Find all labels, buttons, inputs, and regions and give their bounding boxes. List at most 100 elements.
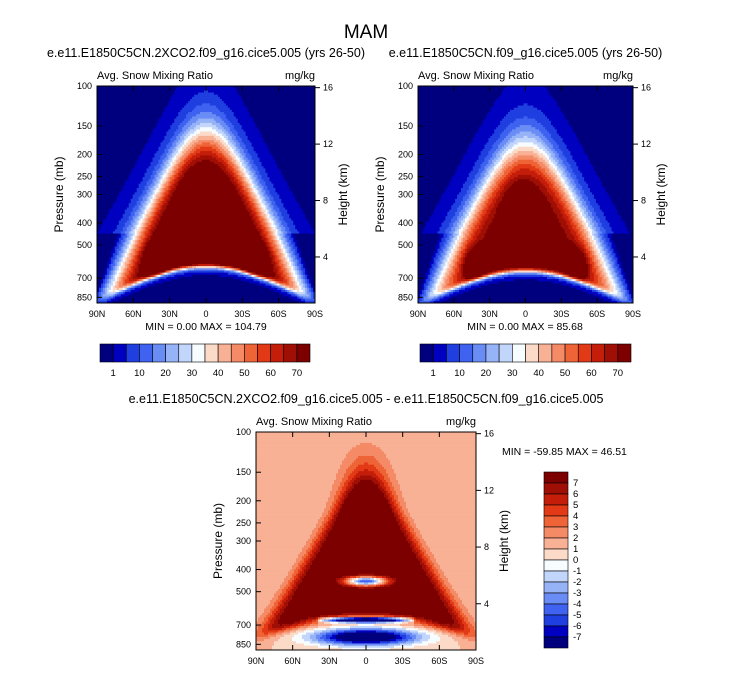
heatmap-cell bbox=[287, 142, 290, 146]
heatmap-cell bbox=[301, 118, 304, 122]
heatmap-cell bbox=[144, 151, 148, 154]
heatmap-cell bbox=[144, 92, 148, 96]
heatmap-cell bbox=[104, 125, 108, 128]
heatmap-cell bbox=[213, 114, 217, 117]
heatmap-cell bbox=[269, 92, 272, 96]
heatmap-cell bbox=[122, 151, 126, 154]
heatmap-cell bbox=[116, 86, 120, 89]
heatmap-cell bbox=[271, 88, 274, 91]
heatmap-cell bbox=[221, 101, 225, 104]
heatmap-cell bbox=[233, 107, 237, 111]
heatmap-cell bbox=[192, 103, 195, 107]
heatmap-cell bbox=[150, 125, 154, 128]
heatmap-cell bbox=[198, 148, 201, 152]
heatmap-cell bbox=[231, 159, 235, 163]
heatmap-cell bbox=[192, 157, 195, 161]
heatmap-cell bbox=[253, 168, 257, 172]
heatmap-cell bbox=[200, 125, 203, 128]
heatmap-cell bbox=[110, 135, 114, 139]
heatmap-cell bbox=[229, 144, 233, 148]
heatmap-cell bbox=[251, 120, 255, 124]
heatmap-cell bbox=[245, 157, 249, 161]
heatmap-cell bbox=[223, 127, 227, 130]
heatmap-cell bbox=[279, 142, 282, 146]
heatmap-cell bbox=[136, 177, 140, 180]
heatmap-cell bbox=[108, 116, 112, 120]
heatmap-cell bbox=[196, 142, 199, 146]
heatmap-cell bbox=[150, 148, 154, 152]
heatmap-cell bbox=[249, 148, 253, 152]
heatmap-cell bbox=[217, 101, 221, 104]
heatmap-cell bbox=[257, 140, 261, 144]
heatmap-cell bbox=[98, 107, 102, 111]
heatmap-cell bbox=[156, 120, 160, 124]
heatmap-cell bbox=[148, 94, 152, 98]
heatmap-cell bbox=[194, 125, 197, 128]
heatmap-cell bbox=[108, 166, 112, 170]
heatmap-cell bbox=[247, 172, 251, 176]
heatmap-cell bbox=[206, 86, 209, 89]
heatmap-cell bbox=[279, 146, 282, 150]
heatmap-cell bbox=[122, 183, 126, 187]
heatmap-cell bbox=[134, 179, 138, 183]
heatmap-cell bbox=[267, 101, 271, 104]
heatmap-cell bbox=[301, 161, 304, 165]
heatmap-cell bbox=[211, 90, 215, 94]
heatmap-cell bbox=[124, 161, 128, 165]
heatmap-cell bbox=[112, 146, 116, 150]
heatmap-cell bbox=[172, 112, 175, 115]
heatmap-cell bbox=[190, 155, 193, 159]
heatmap-cell bbox=[204, 138, 207, 141]
heatmap-cell bbox=[215, 142, 219, 146]
heatmap-cell bbox=[106, 148, 110, 152]
heatmap-cell bbox=[233, 166, 237, 170]
heatmap-cell bbox=[207, 120, 211, 124]
heatmap-cell bbox=[259, 174, 263, 178]
heatmap-cell bbox=[273, 174, 276, 178]
heatmap-cell bbox=[207, 146, 211, 150]
heatmap-cell bbox=[215, 135, 219, 139]
heatmap-cell bbox=[132, 88, 136, 91]
heatmap-cell bbox=[227, 131, 231, 135]
heatmap-cell bbox=[124, 94, 128, 98]
heatmap-cell bbox=[112, 103, 116, 107]
heatmap-cell bbox=[190, 138, 193, 141]
heatmap-cell bbox=[255, 88, 259, 91]
heatmap-cell bbox=[251, 129, 255, 133]
heatmap-cell bbox=[126, 148, 130, 152]
heatmap-cell bbox=[211, 118, 215, 122]
heatmap-cell bbox=[150, 131, 154, 135]
heatmap-cell bbox=[277, 131, 280, 135]
heatmap-cell bbox=[202, 148, 205, 152]
heatmap-cell bbox=[190, 166, 193, 170]
heatmap-cell bbox=[239, 144, 243, 148]
heatmap-cell bbox=[102, 122, 106, 126]
heatmap-cell bbox=[120, 138, 124, 141]
heatmap-cell bbox=[97, 179, 100, 183]
heatmap-cell bbox=[118, 105, 122, 109]
heatmap-cell bbox=[176, 159, 179, 163]
heatmap-cell bbox=[116, 118, 120, 122]
heatmap-cell bbox=[156, 166, 160, 170]
heatmap-cell bbox=[283, 125, 286, 128]
heatmap-cell bbox=[206, 99, 209, 102]
heatmap-cell bbox=[299, 99, 302, 102]
heatmap-cell bbox=[140, 99, 144, 102]
heatmap-cell bbox=[110, 96, 114, 100]
heatmap-cell bbox=[148, 120, 152, 124]
heatmap-cell bbox=[257, 103, 261, 107]
heatmap-cell bbox=[142, 161, 146, 165]
heatmap-cell bbox=[104, 127, 108, 130]
heatmap-cell bbox=[271, 159, 274, 163]
heatmap-cell bbox=[156, 151, 160, 154]
heatmap-cell bbox=[184, 138, 187, 141]
heatmap-cell bbox=[116, 88, 120, 91]
heatmap-cell bbox=[200, 94, 203, 98]
heatmap-cell bbox=[231, 157, 235, 161]
heatmap-cell bbox=[164, 151, 167, 154]
heatmap-cell bbox=[144, 155, 148, 159]
heatmap-cell bbox=[313, 161, 315, 165]
heatmap-cell bbox=[249, 101, 253, 104]
heatmap-cell bbox=[102, 96, 106, 100]
heatmap-cell bbox=[190, 116, 193, 120]
